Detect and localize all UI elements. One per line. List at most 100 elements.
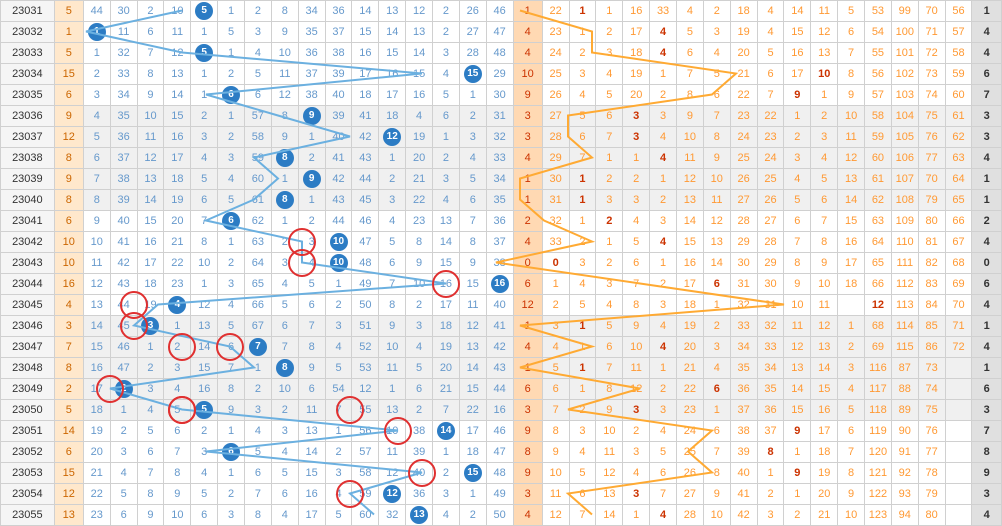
orange-cell: 11: [542, 484, 569, 505]
tail-cell: 111: [891, 253, 918, 274]
orange-cell: 18: [677, 295, 704, 316]
left-highlight-cell: 8: [54, 190, 83, 211]
num-cell: 9: [379, 316, 406, 337]
blue-ball: 5: [195, 401, 213, 419]
num-cell: 1: [191, 274, 218, 295]
num-cell: 3: [245, 22, 272, 43]
orange-cell: 20: [677, 337, 704, 358]
tail-cell: [945, 358, 972, 379]
num-cell: 22: [406, 190, 433, 211]
period-cell: 23047: [1, 337, 55, 358]
num-cell: 1: [379, 379, 406, 400]
num-cell: 62: [245, 211, 272, 232]
num-cell: 41: [352, 106, 379, 127]
orange-cell: 8: [623, 295, 650, 316]
orange-cell: 13: [811, 337, 838, 358]
blue-ball: 2: [115, 380, 133, 398]
tail-cell: 66: [945, 211, 972, 232]
orange-cell: 14: [677, 211, 704, 232]
num-cell: 19: [83, 421, 110, 442]
orange-cell: 33: [757, 337, 784, 358]
orange-cell: 1: [569, 22, 596, 43]
num-cell: 47: [352, 232, 379, 253]
blue-ball: 8: [276, 149, 294, 167]
orange-cell: 8: [703, 463, 730, 484]
tail-cell: 82: [918, 253, 945, 274]
orange-cell: 9: [703, 484, 730, 505]
num-cell: 4: [433, 505, 460, 526]
orange-cell: 10: [623, 337, 650, 358]
num-cell: 2: [191, 106, 218, 127]
orange-cell: 3: [623, 400, 650, 421]
orange-cell: 6: [569, 127, 596, 148]
num-cell: 12: [379, 127, 406, 148]
tail-cell: 104: [891, 106, 918, 127]
num-cell: 4: [218, 169, 245, 190]
num-cell: 7: [298, 316, 325, 337]
num-cell: 8: [191, 232, 218, 253]
num-cell: 2: [110, 421, 137, 442]
orange-cell: 1: [596, 148, 623, 169]
num-cell: 41: [486, 316, 513, 337]
orange-cell: 9: [784, 463, 811, 484]
num-cell: 32: [486, 127, 513, 148]
orange-cell: 26: [757, 190, 784, 211]
num-cell: 11: [298, 400, 325, 421]
num-cell: 17: [164, 148, 191, 169]
period-cell: 23039: [1, 169, 55, 190]
tail-cell: 92: [891, 463, 918, 484]
orange-cell: 27: [757, 211, 784, 232]
orange-cell: 30: [730, 253, 757, 274]
period-cell: 23033: [1, 43, 55, 64]
num-cell: 58: [245, 127, 272, 148]
num-cell: 4: [271, 505, 298, 526]
num-cell: 1: [218, 106, 245, 127]
tail-cell: 64: [945, 169, 972, 190]
left-highlight-cell: 2: [54, 379, 83, 400]
num-cell: 14: [459, 358, 486, 379]
right-highlight-cell: 3: [972, 127, 1002, 148]
num-cell: 13: [406, 22, 433, 43]
tail-cell: 72: [945, 337, 972, 358]
orange-cell: 4: [650, 22, 677, 43]
num-cell: 3: [164, 358, 191, 379]
orange-cell: 11: [811, 1, 838, 22]
num-cell: 2: [245, 379, 272, 400]
orange-cell: 1: [596, 1, 623, 22]
orange-cell: 1: [623, 148, 650, 169]
orange-cell: 18: [730, 1, 757, 22]
left-highlight-cell: 6: [54, 211, 83, 232]
num-cell: 23: [406, 211, 433, 232]
num-cell: 6: [406, 379, 433, 400]
num-cell: 2: [218, 127, 245, 148]
orange-cell: 27: [542, 106, 569, 127]
num-cell: 6: [191, 505, 218, 526]
num-cell: 8: [164, 463, 191, 484]
orange-cell: 16: [784, 43, 811, 64]
right-highlight-cell: 4: [972, 148, 1002, 169]
orange-cell: 3: [650, 295, 677, 316]
orange-cell: 4: [623, 211, 650, 232]
orange-cell: 24: [542, 43, 569, 64]
orange-cell: 8: [703, 127, 730, 148]
period-cell: 23031: [1, 1, 55, 22]
num-cell: 32: [379, 505, 406, 526]
orange-cell: 5: [838, 1, 865, 22]
orange-cell: 56: [865, 64, 892, 85]
orange-cell: 24: [677, 421, 704, 442]
num-cell: 5: [325, 505, 352, 526]
num-cell: 8: [459, 232, 486, 253]
num-cell: 22: [164, 253, 191, 274]
num-cell: 6: [433, 106, 460, 127]
num-cell: 15: [406, 64, 433, 85]
orange-cell: 4: [677, 1, 704, 22]
num-cell: 2: [271, 232, 298, 253]
num-cell: 4: [137, 400, 164, 421]
orange-cell: 5: [623, 232, 650, 253]
num-cell: 13: [459, 337, 486, 358]
left-highlight-cell: 6: [54, 442, 83, 463]
num-cell: 3: [433, 484, 460, 505]
orange-cell: 35: [730, 358, 757, 379]
orange-cell: 6: [596, 337, 623, 358]
tail-cell: 102: [891, 64, 918, 85]
